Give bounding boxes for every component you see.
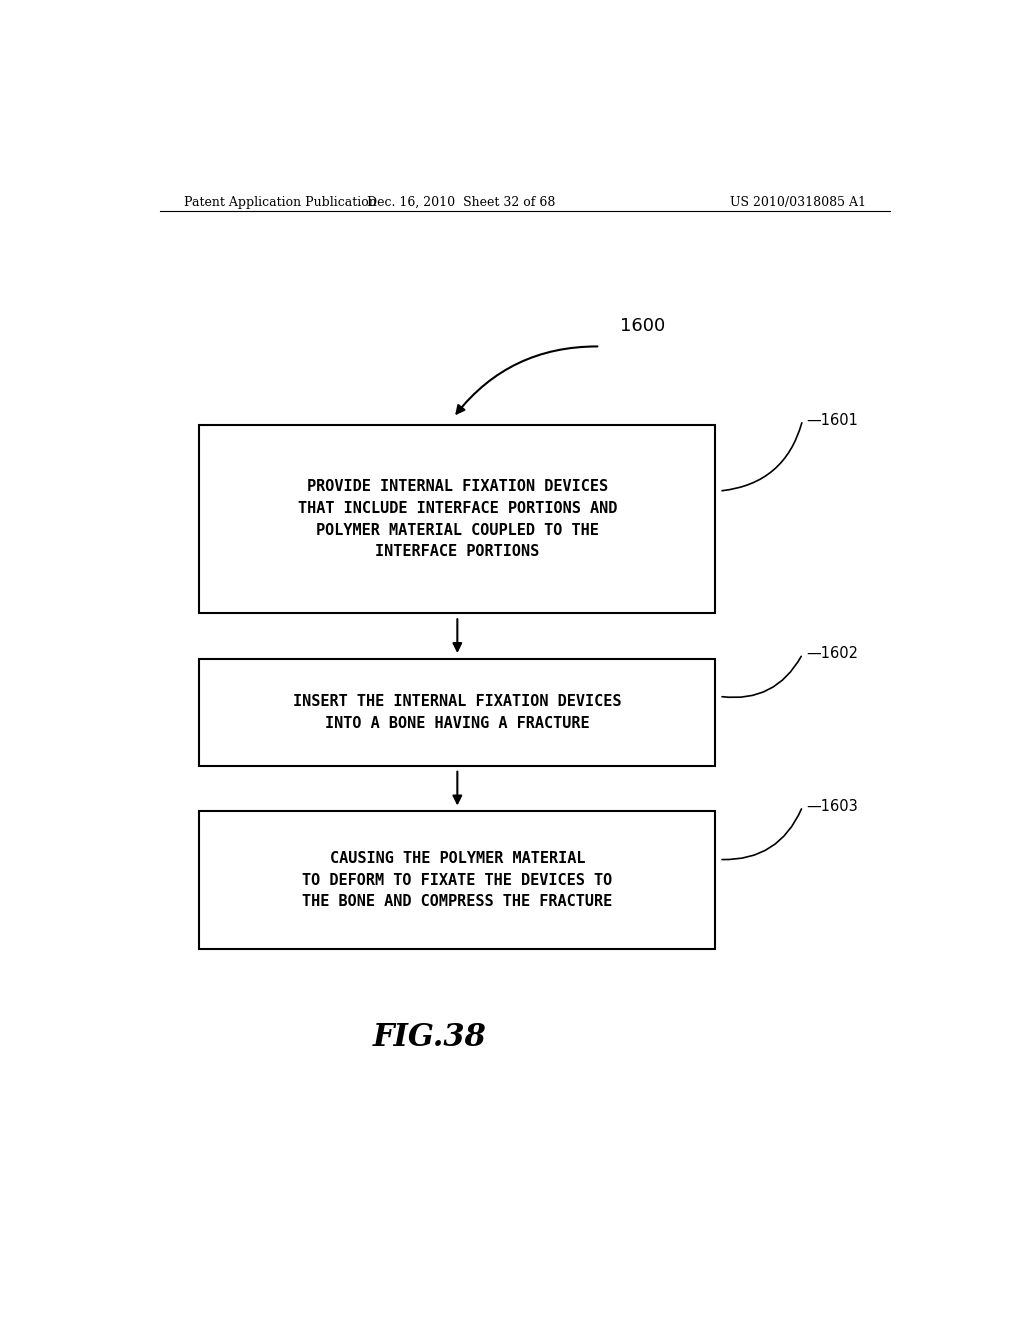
Text: CAUSING THE POLYMER MATERIAL
TO DEFORM TO FIXATE THE DEVICES TO
THE BONE AND COM: CAUSING THE POLYMER MATERIAL TO DEFORM T… (302, 851, 612, 909)
Text: Patent Application Publication: Patent Application Publication (183, 195, 376, 209)
FancyBboxPatch shape (200, 812, 715, 949)
Text: Dec. 16, 2010  Sheet 32 of 68: Dec. 16, 2010 Sheet 32 of 68 (368, 195, 555, 209)
Text: FIG.38: FIG.38 (373, 1022, 486, 1053)
Text: PROVIDE INTERNAL FIXATION DEVICES
THAT INCLUDE INTERFACE PORTIONS AND
POLYMER MA: PROVIDE INTERNAL FIXATION DEVICES THAT I… (298, 479, 617, 560)
Text: INSERT THE INTERNAL FIXATION DEVICES
INTO A BONE HAVING A FRACTURE: INSERT THE INTERNAL FIXATION DEVICES INT… (293, 694, 622, 731)
FancyBboxPatch shape (200, 659, 715, 766)
Text: US 2010/0318085 A1: US 2010/0318085 A1 (730, 195, 866, 209)
Text: —1603: —1603 (807, 799, 858, 814)
Text: —1602: —1602 (807, 647, 858, 661)
FancyBboxPatch shape (200, 425, 715, 614)
Text: —1601: —1601 (807, 413, 858, 428)
Text: 1600: 1600 (620, 317, 666, 335)
